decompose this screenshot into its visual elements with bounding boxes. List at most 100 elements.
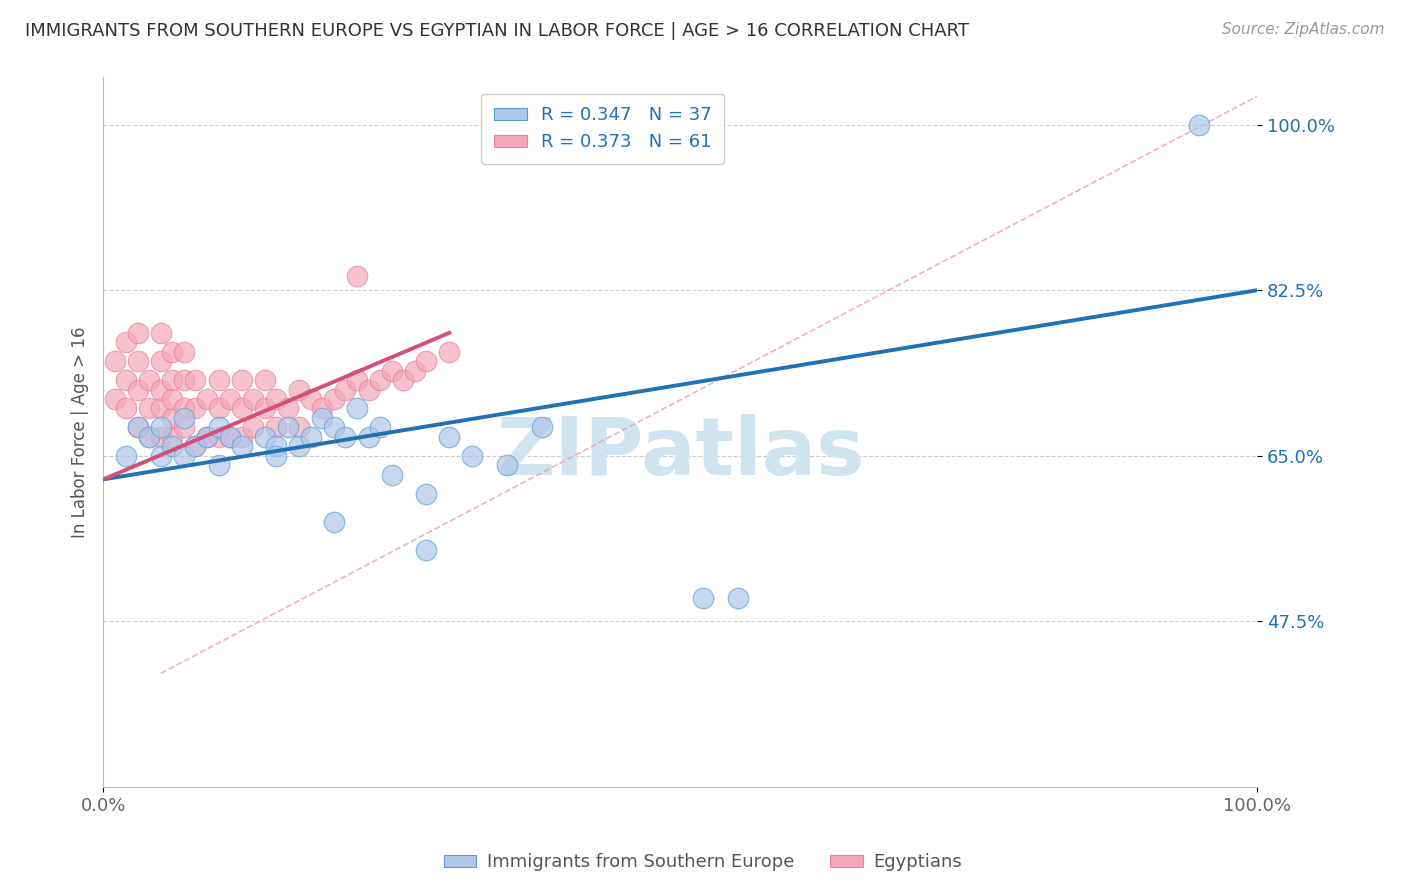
Point	[439, 430, 461, 444]
Point	[184, 439, 207, 453]
Point	[184, 439, 207, 453]
Point	[496, 458, 519, 473]
Point	[162, 430, 184, 444]
Point	[381, 364, 404, 378]
Point	[219, 430, 242, 444]
Point	[127, 420, 149, 434]
Point	[184, 373, 207, 387]
Point	[231, 439, 253, 453]
Point	[115, 401, 138, 416]
Point	[219, 392, 242, 406]
Point	[173, 420, 195, 434]
Point	[264, 439, 287, 453]
Point	[231, 430, 253, 444]
Point	[115, 335, 138, 350]
Legend: R = 0.347   N = 37, R = 0.373   N = 61: R = 0.347 N = 37, R = 0.373 N = 61	[481, 94, 724, 164]
Point	[311, 411, 333, 425]
Point	[149, 420, 172, 434]
Text: ZIPatlas: ZIPatlas	[496, 415, 865, 492]
Point	[149, 383, 172, 397]
Point	[288, 439, 311, 453]
Point	[415, 543, 437, 558]
Point	[381, 467, 404, 482]
Text: IMMIGRANTS FROM SOUTHERN EUROPE VS EGYPTIAN IN LABOR FORCE | AGE > 16 CORRELATIO: IMMIGRANTS FROM SOUTHERN EUROPE VS EGYPT…	[25, 22, 969, 40]
Point	[311, 401, 333, 416]
Point	[127, 354, 149, 368]
Point	[195, 430, 218, 444]
Point	[195, 430, 218, 444]
Legend: Immigrants from Southern Europe, Egyptians: Immigrants from Southern Europe, Egyptia…	[436, 847, 970, 879]
Point	[242, 392, 264, 406]
Point	[231, 401, 253, 416]
Point	[184, 401, 207, 416]
Point	[288, 420, 311, 434]
Point	[149, 430, 172, 444]
Point	[138, 373, 160, 387]
Point	[692, 591, 714, 605]
Point	[357, 383, 380, 397]
Point	[277, 420, 299, 434]
Point	[162, 411, 184, 425]
Point	[461, 449, 484, 463]
Point	[368, 420, 391, 434]
Point	[162, 373, 184, 387]
Point	[253, 373, 276, 387]
Point	[138, 430, 160, 444]
Point	[219, 430, 242, 444]
Point	[264, 449, 287, 463]
Point	[173, 373, 195, 387]
Point	[207, 420, 229, 434]
Point	[346, 268, 368, 283]
Point	[335, 383, 357, 397]
Point	[162, 344, 184, 359]
Point	[415, 486, 437, 500]
Point	[173, 401, 195, 416]
Point	[264, 420, 287, 434]
Point	[288, 383, 311, 397]
Point	[138, 430, 160, 444]
Point	[115, 449, 138, 463]
Point	[392, 373, 415, 387]
Point	[162, 392, 184, 406]
Point	[104, 392, 127, 406]
Point	[162, 439, 184, 453]
Point	[322, 392, 344, 406]
Point	[173, 411, 195, 425]
Point	[264, 392, 287, 406]
Point	[115, 373, 138, 387]
Point	[173, 449, 195, 463]
Point	[149, 354, 172, 368]
Point	[322, 515, 344, 529]
Y-axis label: In Labor Force | Age > 16: In Labor Force | Age > 16	[72, 326, 89, 538]
Point	[439, 344, 461, 359]
Point	[138, 401, 160, 416]
Point	[173, 344, 195, 359]
Point	[127, 383, 149, 397]
Point	[346, 373, 368, 387]
Point	[149, 401, 172, 416]
Point	[727, 591, 749, 605]
Point	[149, 326, 172, 340]
Point	[207, 458, 229, 473]
Point	[127, 420, 149, 434]
Point	[207, 430, 229, 444]
Point	[277, 401, 299, 416]
Point	[335, 430, 357, 444]
Point	[299, 392, 322, 406]
Text: Source: ZipAtlas.com: Source: ZipAtlas.com	[1222, 22, 1385, 37]
Point	[207, 373, 229, 387]
Point	[299, 430, 322, 444]
Point	[404, 364, 426, 378]
Point	[1188, 118, 1211, 132]
Point	[253, 430, 276, 444]
Point	[415, 354, 437, 368]
Point	[530, 420, 553, 434]
Point	[195, 392, 218, 406]
Point	[231, 373, 253, 387]
Point	[207, 401, 229, 416]
Point	[104, 354, 127, 368]
Point	[368, 373, 391, 387]
Point	[357, 430, 380, 444]
Point	[322, 420, 344, 434]
Point	[127, 326, 149, 340]
